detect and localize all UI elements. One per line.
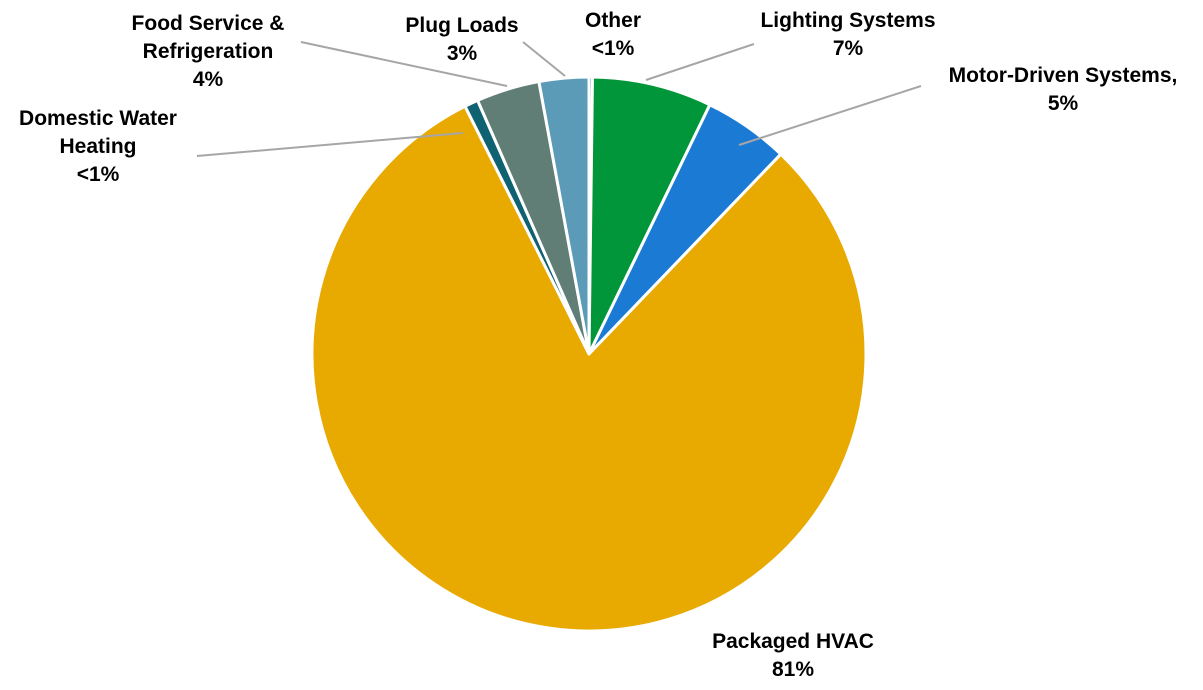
slice-name-label: Lighting Systems — [760, 9, 935, 32]
slice-name-label: Plug Loads — [405, 14, 518, 37]
slice-label-food-service-refrigeration: Food Service & Refrigeration 4% — [132, 12, 285, 91]
slice-label-other: Other <1% — [585, 9, 641, 60]
pie-slices — [310, 75, 868, 633]
slice-label-domestic-water-heating: Domestic Water Heating <1% — [19, 107, 177, 186]
pie-slice-lighting-systems — [587, 75, 712, 356]
slice-name-label: Refrigeration — [143, 40, 274, 63]
leader-line-motor-driven-systems — [738, 85, 922, 146]
slice-value-label: 5% — [1048, 92, 1079, 115]
slice-name-label: Domestic Water — [19, 107, 177, 130]
slice-name-label: Other — [585, 9, 641, 32]
slice-value-label: <1% — [77, 163, 120, 186]
pie-slice-plug-loads — [537, 75, 591, 356]
slice-labels: Other <1% Lighting Systems 7% Motor-Driven S… — [19, 9, 1177, 681]
slice-value-label: 7% — [833, 37, 864, 60]
slice-value-label: 4% — [193, 68, 224, 91]
slice-name-label: Motor-Driven Systems, — [949, 64, 1178, 87]
slice-name-label: Heating — [59, 135, 136, 158]
slice-label-packaged-hvac: Packaged HVAC 81% — [712, 630, 874, 681]
slice-value-label: 3% — [447, 42, 478, 65]
leader-line-food-service-refrigeration — [300, 41, 508, 87]
slice-name-label: Food Service & — [132, 12, 285, 35]
pie-slice-packaged-hvac — [310, 104, 868, 633]
leader-line-plug-loads — [522, 41, 566, 77]
leader-line-lighting-systems — [645, 43, 755, 81]
slice-value-label: 81% — [772, 658, 814, 681]
slice-value-label: <1% — [592, 37, 635, 60]
leader-line-domestic-water-heating — [196, 132, 464, 157]
slice-label-lighting-systems: Lighting Systems 7% — [760, 9, 935, 60]
slice-label-motor-driven-systems: Motor-Driven Systems, 5% — [949, 64, 1178, 115]
slice-name-label: Packaged HVAC — [712, 630, 874, 653]
slice-label-plug-loads: Plug Loads 3% — [405, 14, 518, 65]
leader-lines — [196, 41, 922, 157]
